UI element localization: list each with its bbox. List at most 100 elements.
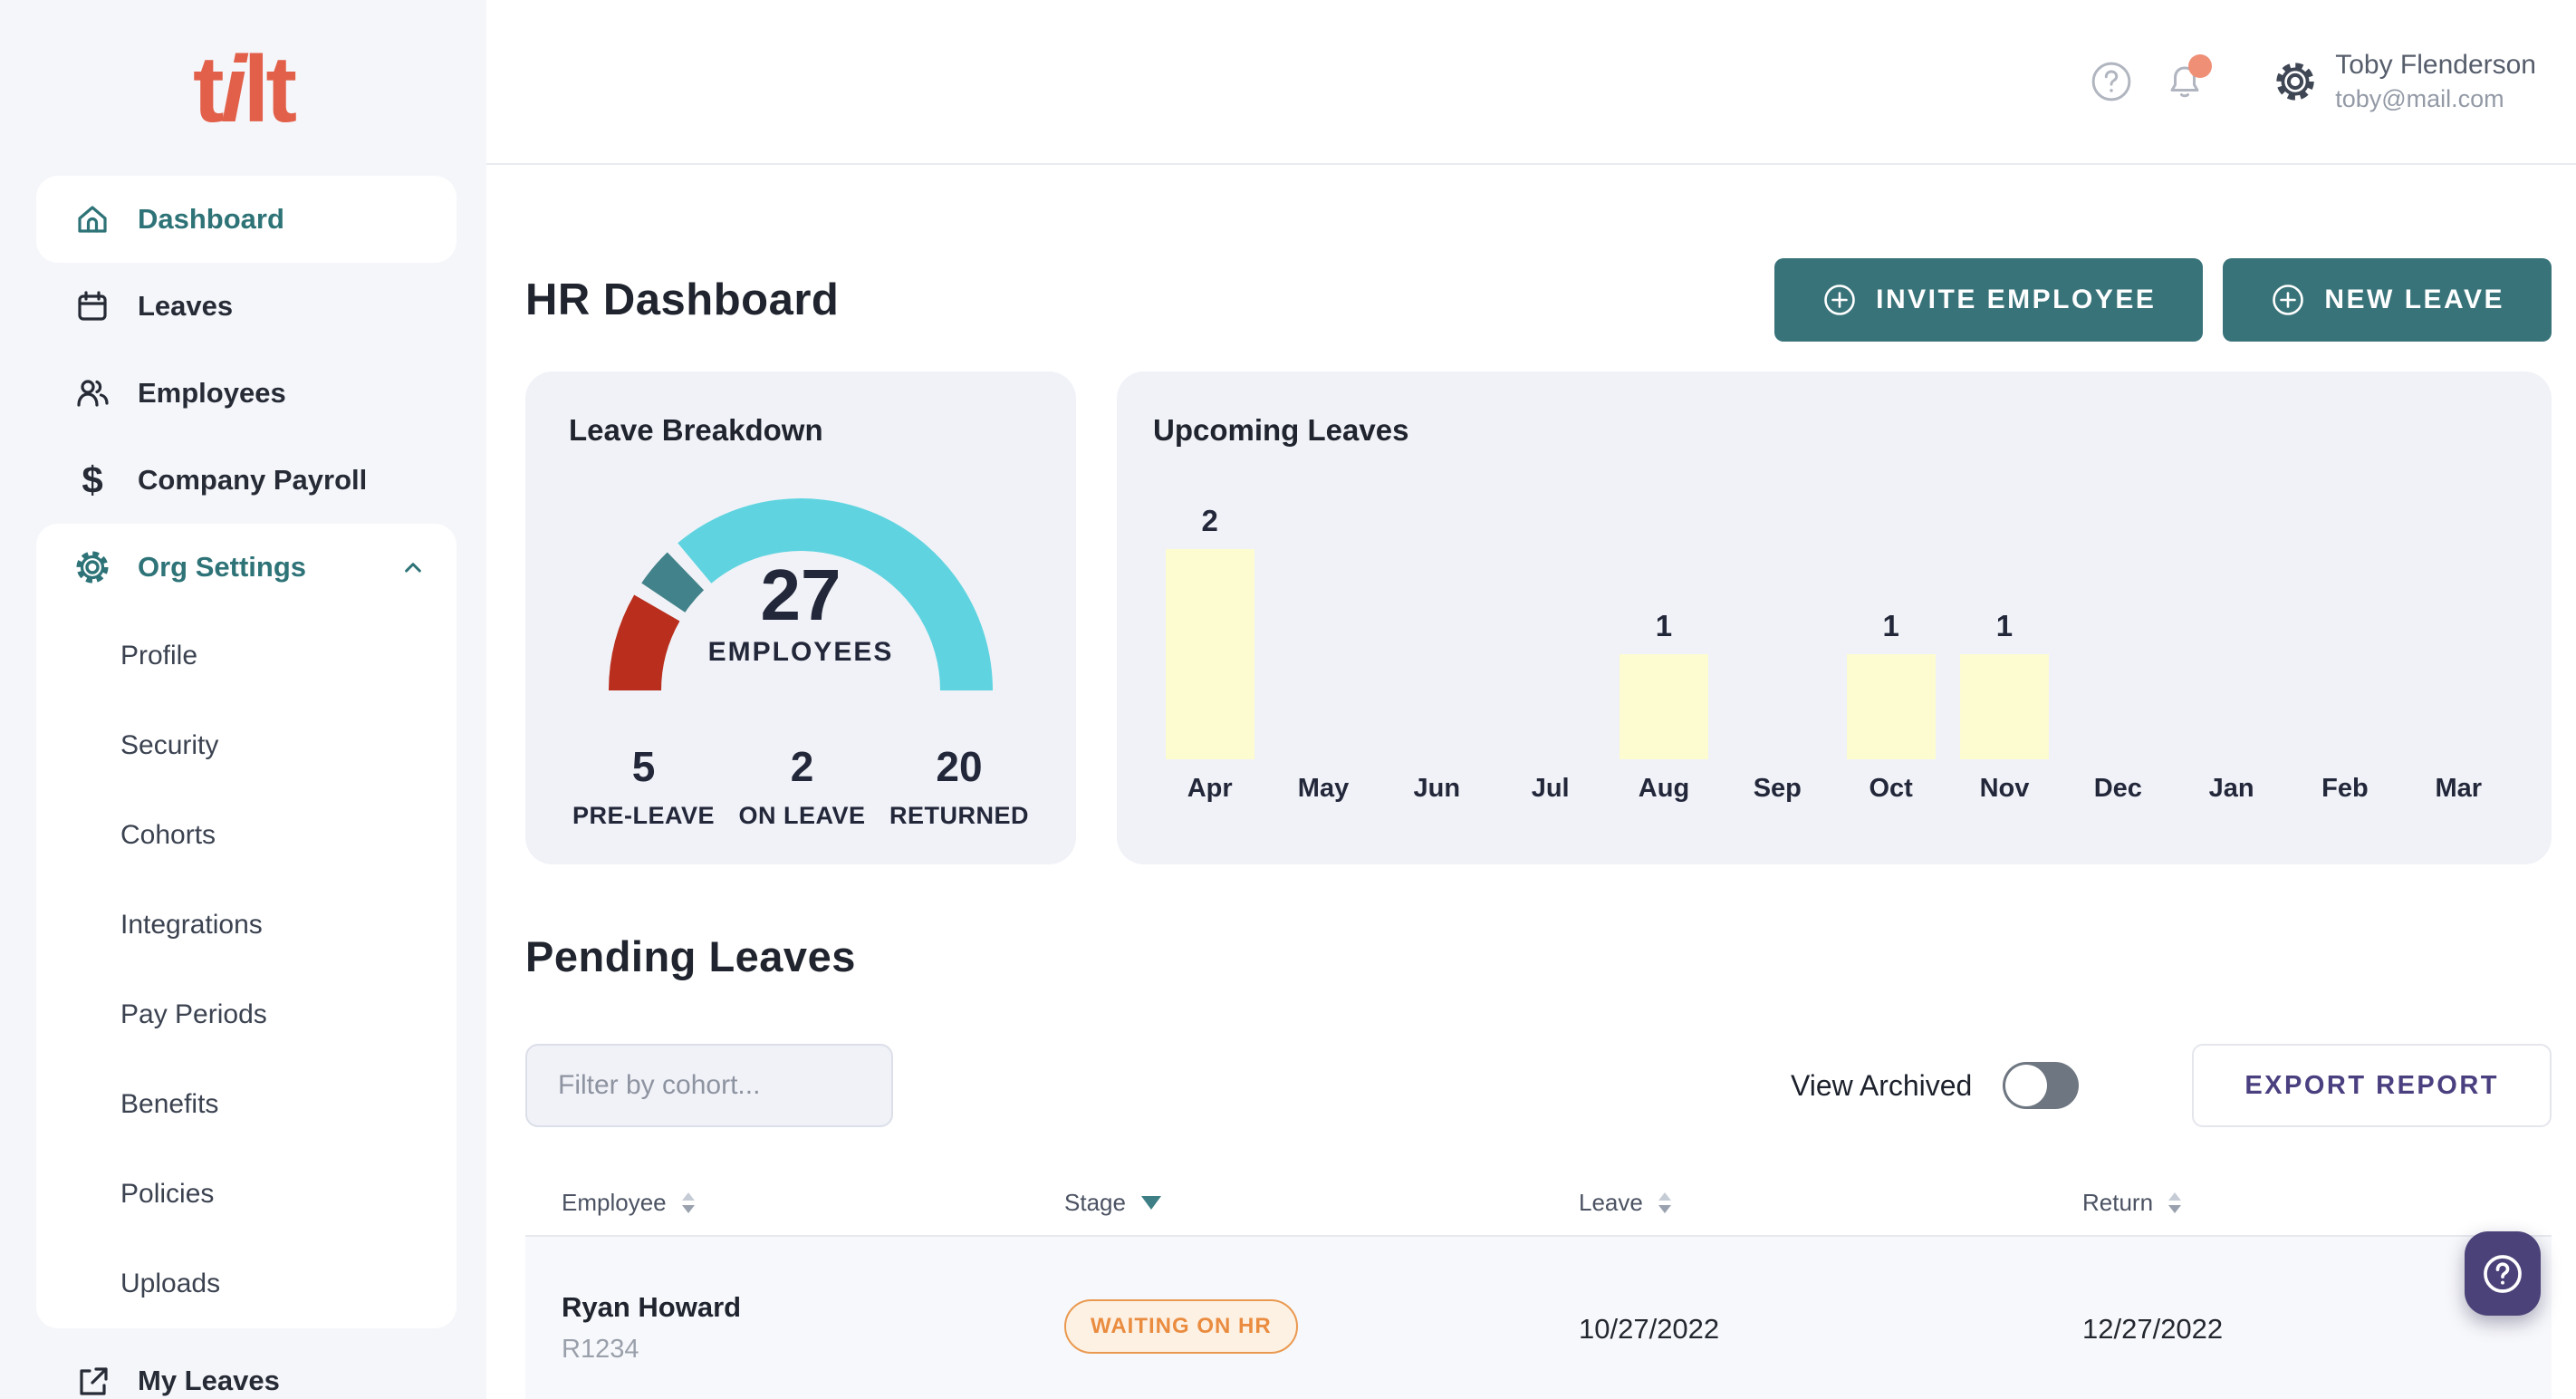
sidebar-subitem-security[interactable]: Security — [120, 729, 219, 760]
stat-value: 20 — [936, 743, 983, 790]
sidebar-subitem-uploads[interactable]: Uploads — [120, 1268, 221, 1298]
table-row[interactable]: Ryan Howard R1234 WAITING ON HR 10/27/2022 1… — [525, 1237, 2552, 1399]
bar-column-jul — [1494, 748, 1607, 759]
sidebar-subitem-benefits[interactable]: Benefits — [120, 1088, 219, 1119]
bar — [1846, 654, 1936, 759]
sidebar-subitem-policies[interactable]: Policies — [120, 1178, 215, 1209]
users-icon — [72, 373, 112, 413]
page-title: HR Dashboard — [525, 275, 840, 324]
month-label: May — [1297, 774, 1350, 803]
gauge-total-label: EMPLOYEES — [707, 637, 894, 667]
bar-column-dec — [2062, 748, 2175, 759]
dollar-icon: $ — [82, 458, 103, 501]
sidebar-item-org-settings[interactable]: Org Settings — [36, 524, 457, 611]
column-header-stage[interactable]: Stage — [1064, 1189, 1579, 1217]
topbar: Toby Flenderson toby@mail.com — [486, 0, 2576, 165]
gauge-stat-pre-leave: 5 PRE-LEAVE — [572, 742, 715, 830]
bar-value-label: 2 — [1201, 504, 1218, 537]
content: HR Dashboard INVITE EMPLOYEE NEW LEAVE — [486, 165, 2576, 1399]
pending-leaves-title: Pending Leaves — [525, 932, 856, 980]
bar-column-nov: 1 — [1947, 609, 2061, 759]
month-label: Sep — [1753, 774, 1802, 803]
invite-employee-button[interactable]: INVITE EMPLOYEE — [1774, 258, 2204, 342]
user-email: toby@mail.com — [2335, 85, 2504, 113]
bar-column-may — [1266, 748, 1379, 759]
sidebar-item-label: Org Settings — [138, 551, 307, 583]
chevron-up-icon[interactable] — [397, 551, 429, 584]
bar-column-apr: 2 — [1153, 504, 1266, 759]
sidebar-item-employees[interactable]: Employees — [36, 350, 457, 437]
bell-icon[interactable] — [2165, 54, 2213, 101]
sidebar-item-company-payroll[interactable]: $ Company Payroll — [36, 437, 457, 524]
calendar-icon — [72, 286, 112, 326]
sort-desc-icon — [1140, 1195, 1162, 1211]
bar-column-jan — [2175, 748, 2288, 759]
gauge-segment-returned — [678, 498, 993, 691]
sort-icon — [681, 1191, 696, 1215]
settings-gear-icon[interactable] — [2272, 58, 2319, 105]
month-label: Oct — [1869, 774, 1913, 803]
plus-circle-icon — [1821, 282, 1858, 318]
gauge-segment-pre-leave — [609, 594, 680, 691]
gauge-stat-returned: 20 RETURNED — [889, 742, 1029, 830]
sidebar-subitem-profile[interactable]: Profile — [120, 640, 198, 671]
month-label: Jun — [1413, 774, 1461, 803]
stat-value: 5 — [631, 743, 656, 790]
month-label: Mar — [2435, 774, 2483, 803]
gauge-stat-on-leave: 2 ON LEAVE — [739, 742, 866, 830]
upcoming-leaves-card: Upcoming Leaves 2 1 1 1 Apr May Jun Jul Aug Sep O… — [1117, 371, 2552, 864]
upcoming-leaves-months: Apr May Jun Jul Aug Sep Oct Nov Dec Jan Feb Mar — [1153, 774, 2515, 804]
export-report-button[interactable]: EXPORT REPORT — [2192, 1044, 2552, 1127]
plus-circle-icon — [2270, 282, 2306, 318]
sidebar-item-label: Employees — [138, 377, 286, 409]
column-header-return[interactable]: Return — [2082, 1189, 2552, 1217]
org-settings-group: Org Settings Profile Security Cohorts Integr… — [36, 524, 457, 1328]
view-archived-label: View Archived — [1790, 1068, 1973, 1102]
sort-icon — [2167, 1191, 2182, 1215]
month-label: Jul — [1531, 774, 1570, 803]
column-label: Leave — [1579, 1189, 1643, 1216]
sidebar-item-label: Dashboard — [138, 203, 284, 235]
sidebar-subitem-integrations[interactable]: Integrations — [120, 909, 263, 940]
bar-column-feb — [2288, 748, 2401, 759]
sidebar-item-label: My Leaves — [138, 1365, 280, 1396]
employee-id: R1234 — [562, 1335, 639, 1364]
main-area: Toby Flenderson toby@mail.com HR Dashboa… — [486, 0, 2576, 1399]
leave-date: 10/27/2022 — [1579, 1313, 1720, 1345]
user-name: Toby Flenderson — [2335, 49, 2536, 80]
bar-column-sep — [1721, 748, 1834, 759]
sidebar-item-dashboard[interactable]: Dashboard — [36, 176, 457, 263]
question-mark-icon — [2478, 1249, 2527, 1298]
notification-dot — [2188, 54, 2213, 78]
home-icon — [72, 199, 112, 239]
month-label: Feb — [2321, 774, 2369, 803]
bar-value-label: 1 — [1882, 609, 1899, 642]
month-label: Jan — [2208, 774, 2254, 803]
employee-name: Ryan Howard — [562, 1291, 742, 1323]
cohort-filter-input[interactable] — [525, 1044, 893, 1127]
bar-value-label: 1 — [1655, 609, 1673, 642]
stat-label: ON LEAVE — [738, 802, 866, 829]
column-header-employee[interactable]: Employee — [562, 1189, 1064, 1217]
column-label: Stage — [1064, 1189, 1126, 1216]
gauge-segment-on-leave — [641, 552, 705, 613]
bar-column-aug: 1 — [1607, 609, 1720, 759]
month-label: Nov — [1979, 774, 2030, 803]
sidebar-subitem-cohorts[interactable]: Cohorts — [120, 819, 216, 850]
sidebar-subitem-pay-periods[interactable]: Pay Periods — [120, 999, 267, 1029]
pending-leaves-table: Employee Stage Leave Return Ryan Howard R123… — [525, 1189, 2552, 1399]
user-menu[interactable]: Toby Flenderson toby@mail.com — [2335, 48, 2536, 115]
floating-help-button[interactable] — [2465, 1231, 2541, 1316]
stat-value: 2 — [790, 743, 814, 790]
new-leave-button[interactable]: NEW LEAVE — [2223, 258, 2552, 342]
leave-breakdown-gauge: 27 EMPLOYEES — [591, 480, 1011, 726]
sidebar-item-label: Leaves — [138, 290, 234, 322]
gear-icon — [72, 547, 112, 587]
help-icon[interactable] — [2091, 61, 2132, 102]
column-header-leave[interactable]: Leave — [1579, 1189, 2082, 1217]
return-date: 12/27/2022 — [2082, 1313, 2224, 1345]
view-archived-toggle[interactable] — [2003, 1062, 2080, 1109]
sidebar-item-leaves[interactable]: Leaves — [36, 263, 457, 350]
sidebar-item-my-leaves[interactable]: My Leaves — [36, 1337, 457, 1399]
month-label: Dec — [2093, 774, 2142, 803]
